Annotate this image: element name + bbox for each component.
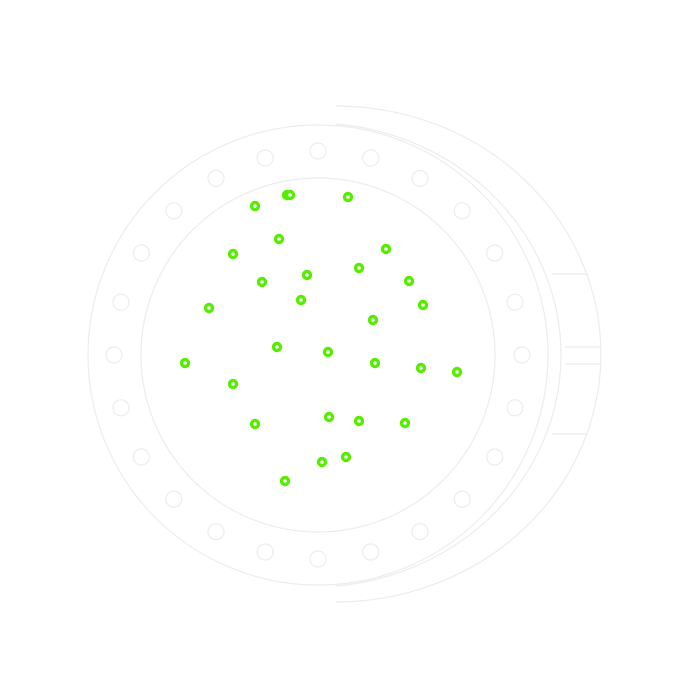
bolt-hole <box>309 142 327 160</box>
housing-arc-outer <box>335 105 602 603</box>
marker-center <box>260 280 264 284</box>
bolt-hole <box>362 149 380 167</box>
marker-point <box>399 417 411 429</box>
marker-center <box>371 318 375 322</box>
marker-center <box>373 361 377 365</box>
bolt-hole <box>207 523 225 541</box>
marker-center <box>253 422 257 426</box>
bolt-hole <box>105 346 123 364</box>
bolt-hole <box>513 346 531 364</box>
marker-center <box>253 204 257 208</box>
marker-center <box>288 193 292 197</box>
marker-point <box>279 475 291 487</box>
bolt-hole <box>132 448 150 466</box>
inner-bore-circle <box>140 177 496 533</box>
marker-center <box>403 421 407 425</box>
marker-point <box>353 415 365 427</box>
marker-center <box>299 298 303 302</box>
marker-center <box>231 252 235 256</box>
marker-point <box>179 357 191 369</box>
marker-point <box>284 189 296 201</box>
marker-point <box>316 456 328 468</box>
marker-points <box>179 189 463 487</box>
marker-center <box>344 455 348 459</box>
marker-center <box>357 266 361 270</box>
bolt-hole <box>309 550 327 568</box>
marker-point <box>353 262 365 274</box>
marker-center <box>407 279 411 283</box>
marker-point <box>203 302 215 314</box>
marker-point <box>227 378 239 390</box>
bolt-hole <box>256 543 274 561</box>
bolt-hole <box>486 244 504 262</box>
marker-point <box>367 314 379 326</box>
marker-center <box>326 350 330 354</box>
marker-point <box>403 275 415 287</box>
marker-center <box>207 306 211 310</box>
marker-point <box>415 362 427 374</box>
marker-center <box>183 361 187 365</box>
marker-point <box>256 276 268 288</box>
bolt-hole <box>112 293 130 311</box>
marker-point <box>227 248 239 260</box>
outer-flange-circle <box>87 124 549 586</box>
marker-center <box>455 370 459 374</box>
bolt-hole <box>165 202 183 220</box>
marker-point <box>249 418 261 430</box>
marker-center <box>320 460 324 464</box>
bolt-hole <box>165 490 183 508</box>
marker-center <box>419 366 423 370</box>
marker-center <box>231 382 235 386</box>
bolt-hole <box>256 149 274 167</box>
marker-point <box>369 357 381 369</box>
bolt-hole-ring <box>105 142 531 568</box>
bolt-hole <box>486 448 504 466</box>
marker-point <box>301 269 313 281</box>
marker-point <box>249 200 261 212</box>
bolt-hole <box>112 399 130 417</box>
marker-point <box>340 451 352 463</box>
marker-center <box>384 247 388 251</box>
marker-center <box>305 273 309 277</box>
marker-point <box>417 299 429 311</box>
bolt-hole <box>411 523 429 541</box>
marker-point <box>451 366 463 378</box>
bolt-hole <box>362 543 380 561</box>
bolt-hole <box>411 169 429 187</box>
bolt-hole <box>453 202 471 220</box>
marker-point <box>342 191 354 203</box>
marker-center <box>327 415 331 419</box>
bolt-hole <box>453 490 471 508</box>
flange-outline <box>87 105 602 603</box>
marker-center <box>283 479 287 483</box>
marker-point <box>271 341 283 353</box>
marker-point <box>323 411 335 423</box>
marker-center <box>421 303 425 307</box>
marker-center <box>277 237 281 241</box>
bolt-hole <box>506 399 524 417</box>
marker-point <box>322 346 334 358</box>
bolt-hole <box>132 244 150 262</box>
marker-point <box>295 294 307 306</box>
marker-point <box>273 233 285 245</box>
marker-center <box>357 419 361 423</box>
housing-arc-inner <box>335 123 562 587</box>
bolt-hole <box>207 169 225 187</box>
marker-center <box>346 195 350 199</box>
marker-point <box>380 243 392 255</box>
marker-center <box>275 345 279 349</box>
bolt-hole <box>506 293 524 311</box>
